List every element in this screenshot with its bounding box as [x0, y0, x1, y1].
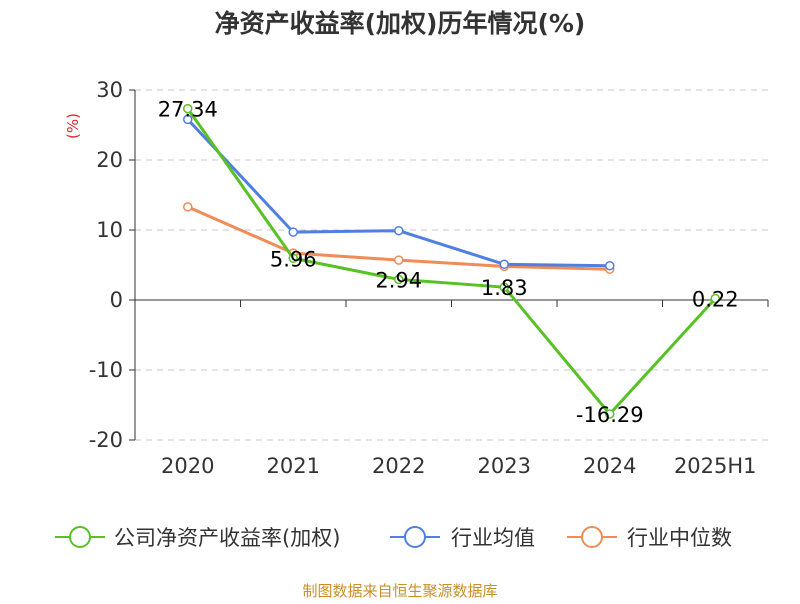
x-tick-label: 2023 — [478, 454, 531, 478]
axis-layer: 30 20 10 0 -10 -20 2020 2021 2022 2023 2024 2025H1 — [89, 78, 769, 478]
y-tick-label: 0 — [110, 288, 123, 312]
source-note: 制图数据来自恒生聚源数据库 — [302, 582, 497, 600]
data-point — [394, 225, 404, 236]
data-point — [710, 293, 720, 304]
chart-title: 净资产收益率(加权)历年情况(%) — [215, 9, 586, 38]
y-tick-label: 10 — [96, 218, 123, 242]
data-label: 2.94 — [375, 268, 422, 292]
legend: 公司净资产收益率(加权) 行业均值 行业中位数 — [55, 526, 732, 550]
series-layer — [183, 103, 720, 419]
y-tick-label: 30 — [96, 78, 123, 102]
legend-marker-circle — [69, 526, 91, 548]
y-axis-label: (%) — [64, 113, 82, 139]
y-tick-label: -10 — [89, 358, 123, 382]
data-point — [288, 227, 298, 237]
legend-label: 行业均值 — [451, 526, 535, 550]
x-tick-label: 2025H1 — [674, 454, 757, 478]
data-point — [183, 202, 193, 212]
x-tick-label: 2020 — [161, 454, 214, 478]
y-tick-label: 20 — [96, 148, 123, 172]
data-label: 0.22 — [692, 287, 739, 311]
data-point — [499, 282, 509, 292]
y-tick-label: -20 — [89, 428, 123, 452]
x-tick-label: 2024 — [583, 454, 636, 478]
data-point — [394, 274, 404, 285]
series-line — [186, 107, 717, 416]
x-tick-label: 2021 — [267, 454, 320, 478]
grid-layer — [135, 89, 768, 441]
data-point — [499, 259, 509, 270]
data-label: 27.34 — [158, 98, 218, 122]
legend-marker-circle — [404, 526, 426, 548]
data-point — [394, 255, 404, 265]
data-point — [288, 253, 298, 264]
data-point — [183, 103, 193, 114]
legend-label: 公司净资产收益率(加权) — [114, 526, 340, 550]
legend-label: 行业中位数 — [627, 526, 732, 550]
data-label: -16.29 — [576, 403, 644, 427]
legend-marker-circle — [581, 526, 603, 548]
series-line — [186, 117, 612, 268]
data-point — [605, 409, 615, 419]
data-point — [183, 114, 193, 125]
data-label: 5.96 — [270, 247, 317, 271]
data-label: 1.83 — [481, 276, 528, 300]
data-point — [605, 260, 615, 271]
data-label-layer: 27.34 5.96 2.94 1.83 -16.29 0.22 — [158, 98, 739, 427]
x-tick-label: 2022 — [372, 454, 425, 478]
